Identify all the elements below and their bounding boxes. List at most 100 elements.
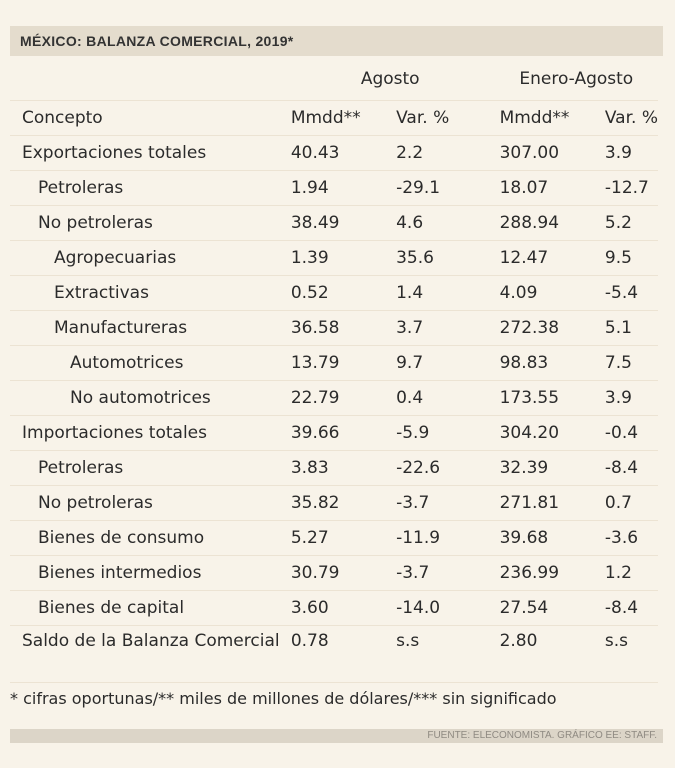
cell-enero-agosto-var: 7.5 [599, 345, 658, 381]
row-concepto: Bienes de consumo [10, 520, 286, 556]
cell-enero-agosto-var: s.s [599, 625, 658, 683]
cell-agosto-var: 35.6 [391, 240, 495, 276]
footnote: * cifras oportunas/** miles de millones … [10, 689, 557, 708]
cell-enero-agosto-mmdd: 32.39 [494, 450, 600, 486]
cell-agosto-var: -11.9 [391, 520, 495, 556]
table-row: No petroleras 35.82 -3.7 271.81 0.7 [10, 485, 658, 521]
row-concepto: No petroleras [10, 485, 286, 521]
cell-agosto-mmdd: 3.60 [285, 590, 392, 626]
group-agosto: Agosto [285, 58, 495, 101]
cell-enero-agosto-var: 9.5 [599, 240, 658, 276]
cell-enero-agosto-mmdd: 271.81 [494, 485, 600, 521]
table-row: Manufactureras 36.58 3.7 272.38 5.1 [10, 310, 658, 346]
cell-agosto-var: -5.9 [391, 415, 495, 451]
cell-enero-agosto-mmdd: 2.80 [494, 625, 600, 683]
cell-enero-agosto-mmdd: 236.99 [494, 555, 600, 591]
cell-agosto-var: 3.7 [391, 310, 495, 346]
table-row: Importaciones totales 39.66 -5.9 304.20 … [10, 415, 658, 451]
page-title: MÉXICO: BALANZA COMERCIAL, 2019* [20, 33, 294, 49]
cell-enero-agosto-mmdd: 307.00 [494, 135, 600, 171]
table-row: Extractivas 0.52 1.4 4.09 -5.4 [10, 275, 658, 311]
cell-agosto-var: -29.1 [391, 170, 495, 206]
trade-balance-table: Agosto Enero-Agosto Concepto Mmdd** Var.… [10, 58, 658, 683]
cell-agosto-mmdd: 22.79 [285, 380, 392, 416]
table-row: Petroleras 1.94 -29.1 18.07 -12.7 [10, 170, 658, 206]
cell-agosto-mmdd: 30.79 [285, 555, 392, 591]
cell-enero-agosto-var: -5.4 [599, 275, 658, 311]
row-concepto: Exportaciones totales [10, 135, 286, 171]
cell-enero-agosto-mmdd: 272.38 [494, 310, 600, 346]
row-concepto: Importaciones totales [10, 415, 286, 451]
table-row: Bienes intermedios 30.79 -3.7 236.99 1.2 [10, 555, 658, 591]
header-agosto-mmdd: Mmdd** [285, 100, 392, 136]
source-bar: FUENTE: ELECONOMISTA. GRÁFICO EE: STAFF. [10, 729, 663, 743]
cell-agosto-mmdd: 5.27 [285, 520, 392, 556]
header-enero-agosto-var: Var. % [599, 100, 658, 136]
row-concepto: Automotrices [10, 345, 286, 381]
row-concepto: Extractivas [10, 275, 286, 311]
table-row: Automotrices 13.79 9.7 98.83 7.5 [10, 345, 658, 381]
table-row: No automotrices 22.79 0.4 173.55 3.9 [10, 380, 658, 416]
group-header-blank [10, 58, 286, 101]
cell-agosto-var: 1.4 [391, 275, 495, 311]
cell-enero-agosto-var: -3.6 [599, 520, 658, 556]
cell-agosto-mmdd: 1.94 [285, 170, 392, 206]
table-row: No petroleras 38.49 4.6 288.94 5.2 [10, 205, 658, 241]
cell-agosto-var: -3.7 [391, 485, 495, 521]
table-row: Petroleras 3.83 -22.6 32.39 -8.4 [10, 450, 658, 486]
cell-enero-agosto-var: 3.9 [599, 380, 658, 416]
row-concepto: Petroleras [10, 170, 286, 206]
cell-agosto-var: 0.4 [391, 380, 495, 416]
table-row: Bienes de consumo 5.27 -11.9 39.68 -3.6 [10, 520, 658, 556]
cell-agosto-mmdd: 39.66 [285, 415, 392, 451]
row-concepto: No petroleras [10, 205, 286, 241]
cell-agosto-mmdd: 0.52 [285, 275, 392, 311]
cell-agosto-mmdd: 3.83 [285, 450, 392, 486]
cell-enero-agosto-var: 5.2 [599, 205, 658, 241]
column-header-row: Concepto Mmdd** Var. % Mmdd** Var. % [10, 100, 658, 136]
cell-agosto-mmdd: 0.78 [285, 625, 392, 683]
cell-enero-agosto-mmdd: 18.07 [494, 170, 600, 206]
cell-agosto-mmdd: 38.49 [285, 205, 392, 241]
cell-enero-agosto-var: 1.2 [599, 555, 658, 591]
cell-enero-agosto-var: -8.4 [599, 450, 658, 486]
cell-enero-agosto-mmdd: 4.09 [494, 275, 600, 311]
cell-enero-agosto-var: -8.4 [599, 590, 658, 626]
title-bar: MÉXICO: BALANZA COMERCIAL, 2019* [10, 26, 663, 56]
cell-agosto-var: 2.2 [391, 135, 495, 171]
cell-agosto-var: s.s [391, 625, 495, 683]
cell-enero-agosto-mmdd: 288.94 [494, 205, 600, 241]
group-header-row: Agosto Enero-Agosto [10, 58, 658, 101]
cell-enero-agosto-mmdd: 12.47 [494, 240, 600, 276]
group-enero-agosto: Enero-Agosto [494, 58, 658, 101]
cell-enero-agosto-mmdd: 39.68 [494, 520, 600, 556]
cell-agosto-var: 9.7 [391, 345, 495, 381]
row-concepto: No automotrices [10, 380, 286, 416]
cell-enero-agosto-mmdd: 27.54 [494, 590, 600, 626]
cell-agosto-var: -22.6 [391, 450, 495, 486]
header-concepto: Concepto [10, 100, 286, 136]
row-concepto: Agropecuarias [10, 240, 286, 276]
cell-enero-agosto-mmdd: 304.20 [494, 415, 600, 451]
cell-agosto-mmdd: 13.79 [285, 345, 392, 381]
cell-agosto-mmdd: 35.82 [285, 485, 392, 521]
cell-enero-agosto-var: 5.1 [599, 310, 658, 346]
cell-agosto-var: -14.0 [391, 590, 495, 626]
cell-agosto-var: -3.7 [391, 555, 495, 591]
table-row: Exportaciones totales 40.43 2.2 307.00 3… [10, 135, 658, 171]
row-concepto: Bienes intermedios [10, 555, 286, 591]
row-concepto: Petroleras [10, 450, 286, 486]
row-concepto: Manufactureras [10, 310, 286, 346]
cell-enero-agosto-var: -0.4 [599, 415, 658, 451]
cell-agosto-mmdd: 1.39 [285, 240, 392, 276]
table-row: Saldo de la Balanza Comercial 0.78 s.s 2… [10, 625, 658, 683]
table-row: Bienes de capital 3.60 -14.0 27.54 -8.4 [10, 590, 658, 626]
cell-enero-agosto-var: 3.9 [599, 135, 658, 171]
cell-agosto-mmdd: 36.58 [285, 310, 392, 346]
cell-agosto-mmdd: 40.43 [285, 135, 392, 171]
cell-agosto-var: 4.6 [391, 205, 495, 241]
cell-enero-agosto-mmdd: 98.83 [494, 345, 600, 381]
header-enero-agosto-mmdd: Mmdd** [494, 100, 600, 136]
source-credit: FUENTE: ELECONOMISTA. GRÁFICO EE: STAFF. [427, 730, 657, 741]
table-row: Agropecuarias 1.39 35.6 12.47 9.5 [10, 240, 658, 276]
